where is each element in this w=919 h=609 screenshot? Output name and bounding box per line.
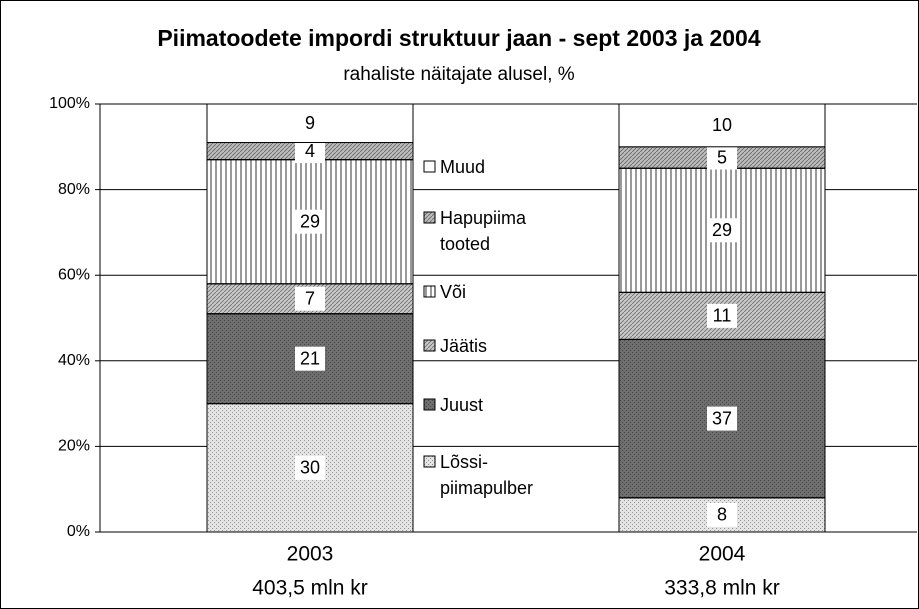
data-label: 4 — [305, 141, 315, 161]
legend-label: Jäätis — [440, 333, 488, 359]
legend-label: Muud — [440, 154, 486, 180]
data-label: 29 — [300, 211, 320, 231]
data-label-bg — [295, 111, 325, 136]
data-label: 11 — [713, 306, 732, 326]
x-tick-sublabel: 403,5 mln kr — [252, 577, 368, 600]
chart-subtitle: rahaliste näitajate alusel, % — [343, 64, 574, 85]
data-label: 37 — [712, 408, 732, 428]
data-label: 7 — [305, 288, 315, 308]
y-tick-label: 80% — [58, 181, 90, 198]
legend-label: Lõssi- piimapulber — [440, 449, 534, 501]
data-label-bg — [295, 346, 325, 371]
x-tick-label: 2003 — [287, 543, 334, 566]
bar-segment — [618, 103, 826, 148]
chart-title: Piimatoodete impordi struktuur jaan - se… — [157, 25, 761, 51]
data-label-bg — [295, 139, 325, 164]
data-label: 9 — [305, 113, 315, 133]
y-tick-label: 60% — [58, 266, 90, 283]
legend-swatch — [423, 160, 436, 173]
y-tick-label: 20% — [58, 438, 90, 455]
data-label: 30 — [300, 458, 320, 478]
data-label-bg — [707, 218, 737, 243]
legend-label: Või — [440, 279, 467, 305]
data-label: 10 — [712, 115, 732, 135]
data-label-bg — [707, 145, 737, 170]
data-label: 8 — [717, 505, 727, 525]
x-tick-sublabel: 333,8 mln kr — [664, 577, 780, 600]
legend-swatch-pattern — [423, 285, 436, 298]
y-tick-label: 100% — [49, 95, 90, 112]
x-tick-label: 2004 — [699, 543, 746, 566]
data-label-bg — [707, 502, 737, 527]
y-tick-label: 0% — [67, 523, 90, 540]
data-label-bg — [295, 286, 325, 311]
data-label-bg — [295, 209, 325, 234]
data-label: 5 — [717, 147, 727, 167]
data-label-bg — [707, 113, 737, 138]
legend-swatch-pattern — [423, 455, 436, 468]
data-label: 29 — [712, 220, 732, 240]
data-label-bg — [707, 303, 737, 328]
legend-swatch-pattern — [423, 339, 436, 352]
legend-label: Juust — [440, 392, 484, 418]
data-label-bg — [295, 455, 325, 480]
legend-swatch-pattern — [423, 211, 436, 224]
y-tick-label: 40% — [58, 352, 90, 369]
data-label: 21 — [300, 348, 320, 368]
data-label-bg — [707, 406, 737, 431]
legend-label: Hapupiima tooted — [440, 205, 527, 257]
legend-swatch-pattern — [423, 398, 436, 411]
